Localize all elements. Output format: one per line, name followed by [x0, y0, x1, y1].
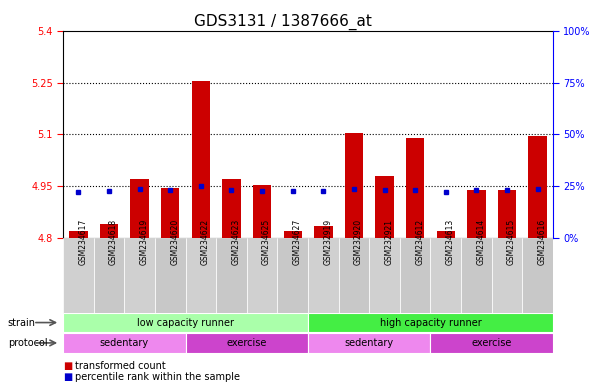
Bar [430, 238, 461, 313]
Text: exercise: exercise [472, 338, 512, 348]
Text: percentile rank within the sample: percentile rank within the sample [75, 372, 240, 382]
Bar [528, 136, 547, 238]
Bar [124, 238, 155, 313]
Bar [161, 188, 180, 238]
Bar [400, 238, 430, 313]
Text: GSM234614: GSM234614 [477, 219, 486, 265]
Bar [492, 238, 522, 313]
Text: ■: ■ [63, 361, 72, 371]
Text: sedentary: sedentary [345, 338, 394, 348]
Bar [155, 238, 186, 313]
Bar [186, 238, 216, 313]
Bar [63, 333, 186, 353]
Bar [498, 190, 516, 238]
Text: GSM234619: GSM234619 [139, 219, 148, 265]
Bar [430, 333, 553, 353]
Text: protocol: protocol [8, 338, 47, 348]
Text: GSM234622: GSM234622 [201, 219, 210, 265]
Bar [338, 238, 369, 313]
Bar [467, 190, 486, 238]
Text: GDS3131 / 1387666_at: GDS3131 / 1387666_at [194, 13, 371, 30]
Text: GSM234615: GSM234615 [507, 219, 516, 265]
Bar [222, 179, 240, 238]
Bar [94, 238, 124, 313]
Bar [216, 238, 247, 313]
Bar [186, 333, 308, 353]
Text: exercise: exercise [227, 338, 267, 348]
Bar [69, 231, 88, 238]
Bar [284, 231, 302, 238]
Bar [253, 184, 271, 238]
Bar [278, 238, 308, 313]
Bar [63, 313, 308, 332]
Bar [376, 176, 394, 238]
Bar [247, 238, 278, 313]
Text: sedentary: sedentary [100, 338, 149, 348]
Text: GSM232920: GSM232920 [354, 219, 363, 265]
Text: low capacity runner: low capacity runner [137, 318, 234, 328]
Text: GSM234617: GSM234617 [78, 219, 87, 265]
Text: strain: strain [8, 318, 36, 328]
Text: high capacity runner: high capacity runner [380, 318, 481, 328]
Bar [308, 333, 430, 353]
Bar [308, 238, 338, 313]
Bar [522, 238, 553, 313]
Bar [406, 138, 424, 238]
Bar [192, 81, 210, 238]
Bar [314, 226, 332, 238]
Text: GSM232919: GSM232919 [323, 219, 332, 265]
Text: GSM234616: GSM234616 [538, 219, 547, 265]
Text: transformed count: transformed count [75, 361, 166, 371]
Bar [100, 224, 118, 238]
Text: GSM234627: GSM234627 [293, 219, 302, 265]
Text: GSM234612: GSM234612 [415, 219, 424, 265]
Text: GSM234613: GSM234613 [446, 219, 455, 265]
Bar [308, 313, 553, 332]
Text: GSM234618: GSM234618 [109, 219, 118, 265]
Text: GSM232921: GSM232921 [385, 219, 394, 265]
Bar [63, 238, 94, 313]
Text: GSM234623: GSM234623 [231, 219, 240, 265]
Text: GSM234625: GSM234625 [262, 219, 271, 265]
Bar [369, 238, 400, 313]
Bar [345, 132, 363, 238]
Bar [436, 231, 455, 238]
Bar [130, 179, 149, 238]
Text: GSM234620: GSM234620 [170, 219, 179, 265]
Text: ■: ■ [63, 372, 72, 382]
Bar [461, 238, 492, 313]
